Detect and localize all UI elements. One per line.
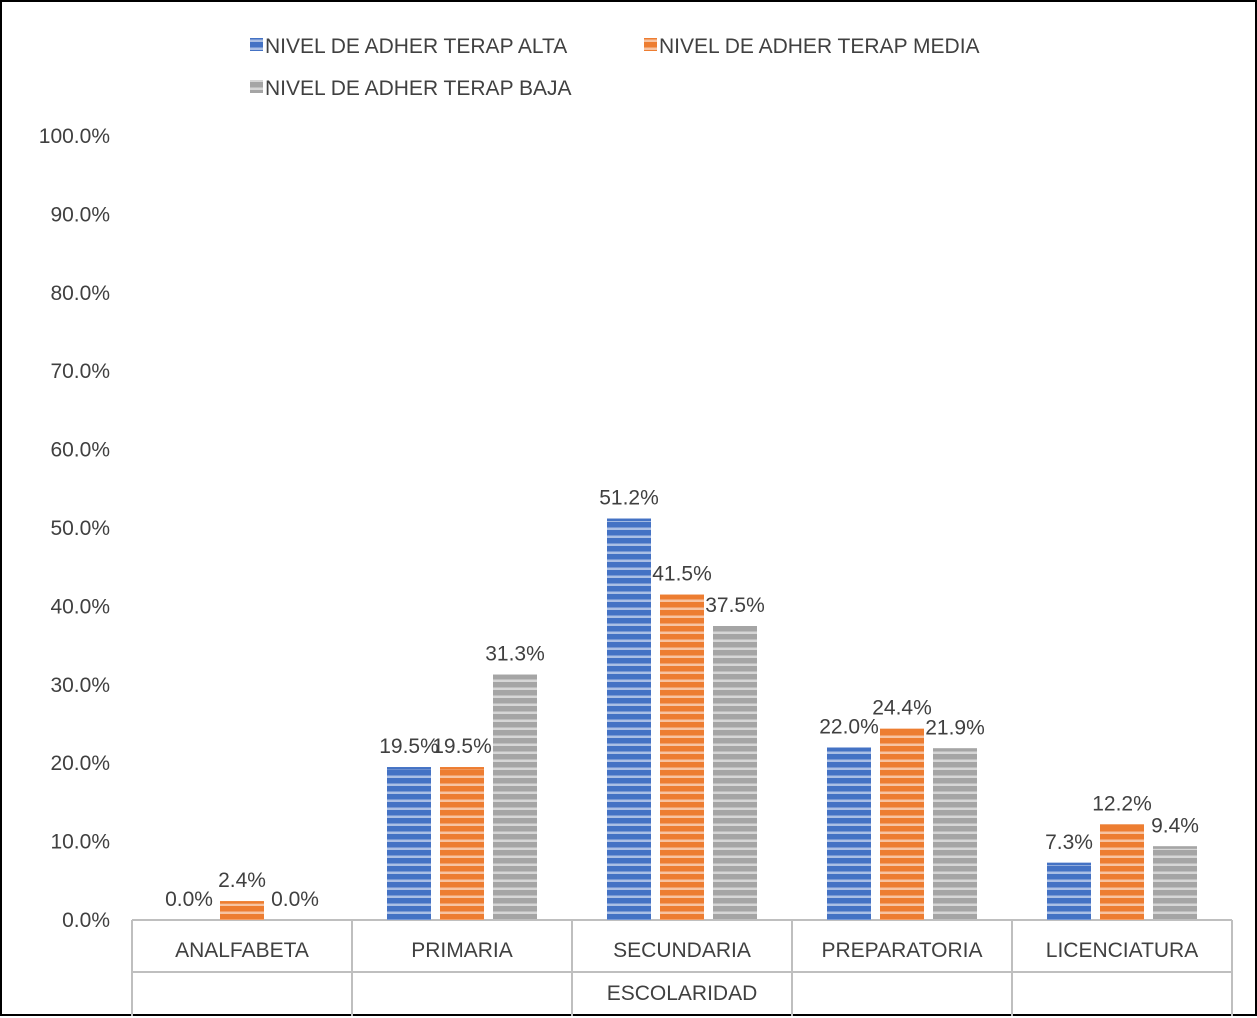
x-tick-label-preparatoria: PREPARATORIA [821, 939, 982, 962]
data-label-primaria-0: 19.5% [379, 735, 439, 758]
legend-swatch-1 [644, 38, 657, 51]
data-label-secundaria-1: 41.5% [652, 563, 712, 586]
legend: NIVEL DE ADHER TERAP ALTA NIVEL DE ADHER … [250, 35, 980, 100]
legend-label-1: NIVEL DE ADHER TERAP MEDIA [659, 35, 980, 58]
bar-top-preparatoria-1 [880, 728, 924, 732]
data-label-analfabeta-2: 0.0% [271, 888, 319, 911]
y-tick-label: 40.0% [50, 595, 110, 618]
bar-top-primaria-0 [387, 767, 431, 770]
x-axis: ANALFABETA PRIMARIA SECUNDARIA PREPARATORIA… [131, 919, 1233, 1016]
bar-top-primaria-2 [493, 674, 537, 678]
y-tick-label: 50.0% [50, 517, 110, 540]
x-tick-label-analfabeta: ANALFABETA [175, 939, 309, 962]
y-tick-label: 0.0% [62, 909, 110, 932]
data-label-licenciatura-0: 7.3% [1045, 831, 1093, 854]
data-label-analfabeta-1: 2.4% [218, 869, 266, 892]
bars [220, 518, 1197, 920]
bar-licenciatura-0 [1047, 862, 1091, 920]
bar-preparatoria-1 [880, 728, 924, 920]
data-label-analfabeta-0: 0.0% [165, 888, 213, 911]
y-tick-label: 70.0% [50, 360, 110, 383]
data-labels: 0.0%2.4%0.0% 19.5%19.5% 31.3% 51.2% 41.5% 37.… [165, 487, 1199, 911]
y-tick-label: 100.0% [39, 125, 110, 148]
data-label-licenciatura-1: 12.2% [1092, 792, 1152, 815]
data-label-licenciatura-2: 9.4% [1151, 814, 1199, 837]
y-tick-label: 80.0% [50, 282, 110, 305]
x-tick-label-secundaria: SECUNDARIA [613, 939, 751, 962]
bar-secundaria-1 [660, 594, 704, 920]
bar-top-licenciatura-2 [1153, 846, 1197, 849]
bar-top-primaria-1 [440, 767, 484, 770]
y-tick-label: 90.0% [50, 203, 110, 226]
data-label-preparatoria-0: 22.0% [819, 716, 879, 739]
bar-analfabeta-1 [220, 901, 264, 920]
y-tick-label: 30.0% [50, 674, 110, 697]
data-label-preparatoria-2: 21.9% [925, 716, 985, 739]
bar-preparatoria-2 [933, 748, 977, 920]
bar-top-secundaria-0 [607, 518, 651, 522]
bar-secundaria-2 [713, 626, 757, 920]
data-label-preparatoria-1: 24.4% [872, 697, 932, 720]
bar-top-analfabeta-1 [220, 901, 264, 904]
bar-top-licenciatura-1 [1100, 824, 1144, 827]
bar-primaria-1 [440, 767, 484, 920]
x-tick-label-primaria: PRIMARIA [411, 939, 513, 962]
bar-licenciatura-1 [1100, 824, 1144, 920]
data-label-secundaria-2: 37.5% [705, 594, 765, 617]
y-tick-label: 60.0% [50, 439, 110, 462]
bar-secundaria-0 [607, 518, 651, 920]
y-tick-label: 20.0% [50, 752, 110, 775]
data-label-primaria-2: 31.3% [485, 643, 545, 666]
data-label-secundaria-0: 51.2% [599, 487, 659, 510]
legend-swatch-2 [250, 80, 263, 93]
bar-top-secundaria-2 [713, 626, 757, 629]
data-label-primaria-1: 19.5% [432, 735, 492, 758]
bar-primaria-0 [387, 767, 431, 920]
bar-preparatoria-0 [827, 747, 871, 920]
y-tick-label: 10.0% [50, 831, 110, 854]
x-axis-title: ESCOLARIDAD [607, 982, 758, 1005]
bar-top-secundaria-1 [660, 594, 704, 598]
bar-top-licenciatura-0 [1047, 862, 1091, 866]
bar-licenciatura-2 [1153, 846, 1197, 920]
y-axis: 0.0% 10.0% 20.0% 30.0% 40.0% 50.0% 60.0% 70.0% 8… [39, 125, 110, 932]
bar-primaria-2 [493, 674, 537, 920]
bar-top-preparatoria-2 [933, 748, 977, 751]
bar-top-preparatoria-0 [827, 747, 871, 751]
legend-label-0: NIVEL DE ADHER TERAP ALTA [265, 35, 567, 58]
legend-label-2: NIVEL DE ADHER TERAP BAJA [265, 77, 572, 100]
legend-swatch-0 [250, 38, 263, 51]
x-tick-label-licenciatura: LICENCIATURA [1046, 939, 1198, 962]
